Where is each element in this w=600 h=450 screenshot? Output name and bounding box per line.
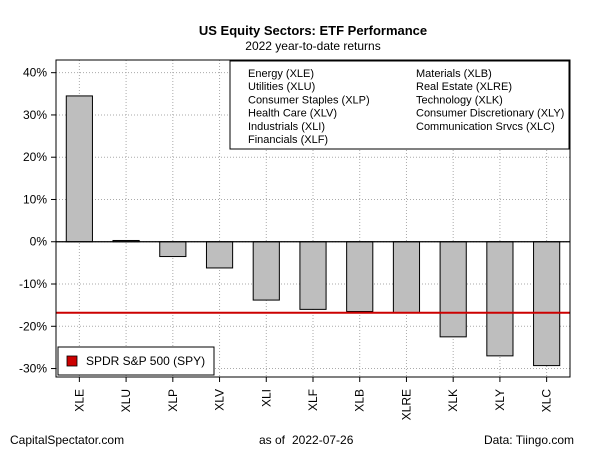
y-tick-label: 10% [23,192,47,206]
legend-entry: Utilities (XLU) [248,81,315,93]
bar-xle [65,95,93,243]
x-tick-label-xlp: XLP [166,389,180,412]
footer-source-left: CapitalSpectator.com [10,433,124,447]
sector-legend: Energy (XLE)Utilities (XLU)Consumer Stap… [229,60,570,150]
bar-xlv [205,241,234,269]
y-tick-label: -20% [19,319,47,333]
x-tick-label-xlb: XLB [353,389,367,412]
x-tick-label-xlc: XLC [540,389,554,413]
x-tick-label-xlv: XLV [213,389,227,411]
legend-entry: Energy (XLE) [248,68,314,80]
y-axis: 40% 30% 20% 10% 0% -10% -20% -30% [19,66,56,376]
legend-entry: Communication Srvcs (XLC) [416,121,555,133]
x-tick-label-xle: XLE [72,389,86,412]
footer-as-of-label: as of [259,433,286,447]
spy-legend-label: SPDR S&P 500 (SPY) [86,354,205,368]
chart-title: US Equity Sectors: ETF Performance [199,23,427,38]
bar-xlre [392,241,421,314]
legend-entry: Consumer Staples (XLP) [248,94,370,106]
spy-legend: SPDR S&P 500 (SPY) [57,346,215,376]
x-tick-label-xli: XLI [259,389,273,407]
x-axis: XLE XLU XLP XLV XLI XLF XLB XLRE XLK XLY XLC [72,377,554,420]
y-tick-label: 20% [23,150,47,164]
bars [65,95,561,367]
bar-xlf [299,241,327,310]
bar-xly [486,241,514,357]
bar-xlp [159,241,187,258]
x-tick-label-xlre: XLRE [399,389,413,420]
chart-subtitle: 2022 year-to-date returns [245,39,380,53]
legend-entry: Real Estate (XLRE) [416,81,512,93]
legend-entry: Materials (XLB) [416,68,492,80]
y-tick-label: -10% [19,277,47,291]
legend-entry: Financials (XLF) [248,134,328,146]
bar-xlb [346,241,374,312]
legend-entry: Technology (XLK) [416,94,503,106]
legend-entry: Industrials (XLI) [248,121,325,133]
bar-xlk [439,241,467,338]
spy-legend-swatch [66,355,78,367]
x-tick-label-xly: XLY [493,389,507,411]
legend-entry: Health Care (XLV) [248,108,337,120]
footer-as-of-date: 2022-07-26 [292,433,354,447]
bar-xlc [533,241,561,367]
y-tick-label: 0% [30,235,48,249]
sector-legend-box [229,60,570,150]
spy-legend-box [57,346,215,376]
x-tick-label-xlk: XLK [446,389,460,412]
sector-legend-column-2: Materials (XLB)Real Estate (XLRE)Technol… [416,68,564,133]
y-tick-label: -30% [19,362,47,376]
footer-source-right: Data: Tiingo.com [484,433,574,447]
y-tick-label: 40% [23,66,47,80]
legend-entry: Consumer Discretionary (XLY) [416,108,564,120]
y-tick-label: 30% [23,108,47,122]
sector-legend-column-1: Energy (XLE)Utilities (XLU)Consumer Stap… [248,68,370,146]
bar-xli [252,241,280,301]
x-tick-label-xlu: XLU [119,389,133,412]
x-tick-label-xlf: XLF [306,389,320,411]
